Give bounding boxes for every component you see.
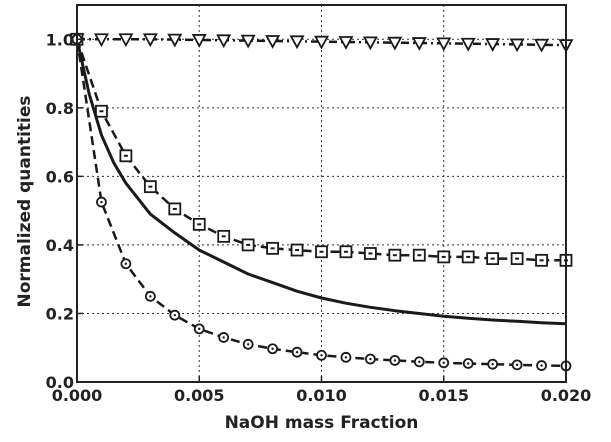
data-point-center (467, 362, 470, 365)
data-point-triangle (387, 36, 403, 51)
data-point-center (490, 257, 495, 260)
data-point-center (295, 249, 300, 252)
data-point-center (392, 254, 397, 257)
data-point-triangle (485, 38, 501, 52)
series-layer (69, 32, 574, 372)
data-point-center (246, 343, 250, 346)
data-point-center (172, 207, 177, 210)
data-point-center (149, 295, 152, 298)
x-tick-label: 0.005 (174, 386, 225, 405)
y-tick-label: 0.0 (46, 373, 74, 392)
data-point-center (343, 250, 348, 253)
data-point-center (466, 255, 471, 258)
data-point-center (491, 362, 494, 366)
x-tick-label: 0.015 (418, 386, 469, 405)
data-point-triangle (240, 34, 256, 49)
y-axis-label: Normalized quantities (15, 95, 35, 307)
y-tick-label: 1.0 (46, 30, 74, 49)
data-point-triangle (313, 35, 330, 50)
data-point-center (148, 185, 153, 188)
y-tick-label: 0.8 (46, 99, 74, 118)
data-point-triangle (338, 36, 354, 50)
data-point-center (515, 257, 520, 260)
data-point-triangle (118, 33, 134, 48)
data-point-triangle (191, 34, 207, 48)
y-tick-label: 0.4 (46, 236, 74, 255)
y-tick-label: 0.2 (46, 304, 74, 323)
series-line (75, 38, 567, 326)
data-point-center (271, 347, 274, 350)
data-point-center (99, 110, 104, 113)
x-tick-label: 0.020 (541, 386, 592, 405)
data-point-center (246, 243, 251, 246)
data-point-center (319, 250, 324, 253)
grid-layer (76, 5, 567, 383)
x-tick-label: 0.000 (52, 386, 103, 405)
data-point-triangle (534, 38, 550, 53)
tick-layer: 0.000 0.005 0.010 0.015 0.020 0.0 0.2 0.4 0.6 0.8… (46, 30, 592, 405)
data-point-center (197, 223, 202, 226)
data-point-center (173, 313, 176, 317)
data-point-triangle (167, 33, 183, 48)
data-point-center (539, 259, 544, 262)
data-point-center (418, 360, 421, 363)
data-point-center (320, 354, 323, 357)
x-axis-label: NaOH mass Fraction (225, 413, 419, 433)
data-point-center (270, 247, 275, 250)
data-point-center (344, 356, 348, 359)
data-point-triangle (142, 33, 158, 48)
data-point-center (369, 357, 372, 361)
data-point-center (221, 235, 226, 238)
data-point-triangle (436, 37, 452, 52)
data-point-triangle (411, 37, 427, 51)
data-point-triangle (362, 36, 378, 51)
data-point-triangle (289, 35, 305, 50)
data-point-triangle (460, 37, 476, 52)
data-point-center (417, 254, 422, 257)
data-point-center (124, 262, 128, 265)
series-circle (71, 33, 572, 372)
data-point-triangle (509, 38, 525, 53)
data-point-center (222, 336, 225, 339)
data-point-triangle (93, 33, 109, 48)
x-tick-label: 0.010 (296, 386, 347, 405)
data-point-triangle (216, 34, 232, 49)
data-point-center (123, 154, 128, 157)
data-point-center (515, 363, 519, 367)
data-point-center (540, 364, 543, 367)
data-point-center (198, 327, 201, 331)
series-line (75, 38, 566, 262)
data-point-center (393, 359, 397, 362)
data-point-center (442, 361, 445, 365)
data-point-center (100, 200, 103, 204)
y-tick-label: 0.6 (46, 167, 74, 186)
data-point-center (295, 350, 299, 354)
series-triangle-down (69, 33, 574, 53)
data-point-center (441, 255, 446, 258)
series-solid-curve (75, 38, 567, 326)
data-point-center (368, 252, 373, 255)
data-point-triangle (265, 35, 281, 49)
